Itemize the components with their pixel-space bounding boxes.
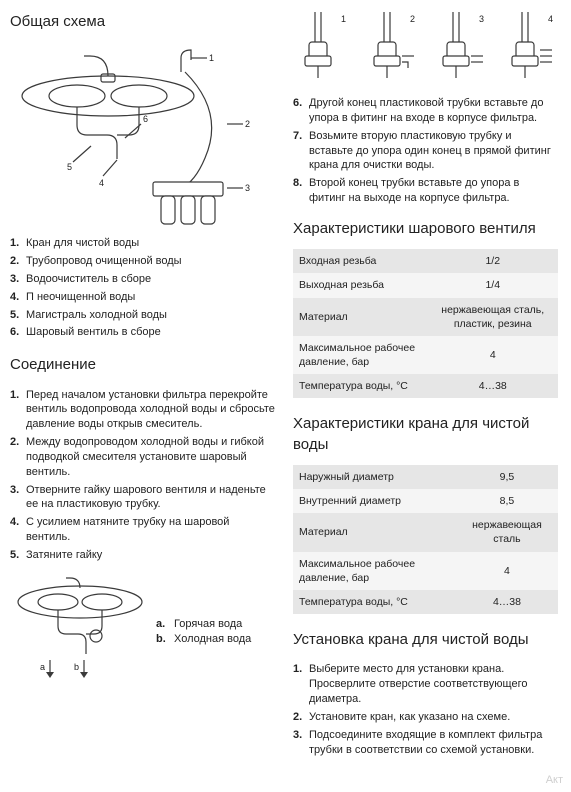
tube-num-1: 1 xyxy=(341,14,346,24)
legend-1: Кран для чистой воды xyxy=(26,236,275,251)
tt-r4c0: Температура воды, °C xyxy=(293,590,456,614)
callout-5: 5 xyxy=(67,162,72,172)
schema-legend: 1.Кран для чистой воды 2.Трубопровод очи… xyxy=(10,236,275,343)
vt-r4c1: 4…38 xyxy=(428,374,559,398)
sink-filter-diagram: 1 2 3 4 5 6 xyxy=(10,38,275,228)
legend-6: Шаровый вентиль в сборе xyxy=(26,325,275,340)
vt-r1c1: 1/4 xyxy=(428,273,559,297)
left-column: Общая схема xyxy=(10,12,275,780)
heading-schema: Общая схема xyxy=(10,12,275,32)
right-column: 1 2 3 4 6.Другой конец пластиковой трубк… xyxy=(293,12,558,780)
legend-4: П неочищенной воды xyxy=(26,290,275,305)
top-step-8: Второй конец трубки вставьте до упора в … xyxy=(309,176,558,206)
sink-ab-diagram: a b xyxy=(10,574,150,684)
vt-r1c0: Выходная резьба xyxy=(293,273,428,297)
vt-r0c1: 1/2 xyxy=(428,249,559,273)
callout-2: 2 xyxy=(245,119,250,129)
tt-r2c0: Материал xyxy=(293,513,456,551)
tt-r3c1: 4 xyxy=(456,552,558,590)
tt-r0c0: Наружный диаметр xyxy=(293,465,456,489)
watermark: Акт xyxy=(546,773,563,788)
vt-r2c1: нержавеющая сталь, пластик, резина xyxy=(428,298,559,336)
legend-3: Водоочиститель в сборе xyxy=(26,272,275,287)
vt-r3c0: Максимальное рабочее давление, бар xyxy=(293,336,428,374)
mark-a: a xyxy=(40,662,45,672)
callout-4: 4 xyxy=(99,178,104,188)
vt-r2c0: Материал xyxy=(293,298,428,336)
tube-num-4: 4 xyxy=(548,14,553,24)
mark-b: b xyxy=(74,662,79,672)
connect-steps: 1.Перед началом установки фильтра перекр… xyxy=(10,388,275,566)
vt-r4c0: Температура воды, °C xyxy=(293,374,428,398)
legend-2: Трубопровод очищенной воды xyxy=(26,254,275,269)
connect-step-5: Затяните гайку xyxy=(26,548,275,563)
heading-connect: Соединение xyxy=(10,355,275,375)
label-a: Горячая вода xyxy=(174,617,242,632)
tt-r4c1: 4…38 xyxy=(456,590,558,614)
top-steps: 6.Другой конец пластиковой трубки вставь… xyxy=(293,96,558,209)
vt-r0c0: Входная резьба xyxy=(293,249,428,273)
heading-valve: Характеристики шарового вентиля xyxy=(293,219,558,239)
tt-r2c1: нержавеющая сталь xyxy=(456,513,558,551)
tt-r1c0: Внутренний диаметр xyxy=(293,489,456,513)
tube-num-2: 2 xyxy=(410,14,415,24)
valve-table: Входная резьба1/2 Выходная резьба1/4 Мат… xyxy=(293,249,558,398)
heading-tap: Характеристики крана для чистой воды xyxy=(293,414,558,455)
connect-step-3: Отверните гайку шарового вентиля и наден… xyxy=(26,483,275,513)
tap-table: Наружный диаметр9,5 Внутренний диаметр8,… xyxy=(293,465,558,614)
tt-r1c1: 8,5 xyxy=(456,489,558,513)
tube-diagrams: 1 2 3 4 xyxy=(293,12,558,90)
install-step-2: Установите кран, как указано на схеме. xyxy=(309,710,558,725)
tt-r0c1: 9,5 xyxy=(456,465,558,489)
callout-6: 6 xyxy=(143,114,148,124)
heading-install: Установка крана для чистой воды xyxy=(293,630,558,650)
vt-r3c1: 4 xyxy=(428,336,559,374)
top-step-7: Возьмите вторую пластиковую трубку и вст… xyxy=(309,129,558,174)
tt-r3c0: Максимальное рабочее давление, бар xyxy=(293,552,456,590)
tube-num-3: 3 xyxy=(479,14,484,24)
connect-step-2: Между водопроводом холодной воды и гибко… xyxy=(26,435,275,480)
top-step-6: Другой конец пластиковой трубки вставьте… xyxy=(309,96,558,126)
install-step-1: Выберите место для установки крана. Прос… xyxy=(309,662,558,707)
install-step-3: Подсоедините входящие в комплект фильтра… xyxy=(309,728,558,758)
callout-3: 3 xyxy=(245,183,250,193)
callout-1: 1 xyxy=(209,53,214,63)
connect-step-4: С усилием натяните трубку на шаровой вен… xyxy=(26,515,275,545)
legend-5: Магистраль холодной воды xyxy=(26,308,275,323)
ab-labels: a.Горячая вода b.Холодная вода xyxy=(156,617,251,647)
label-b: Холодная вода xyxy=(174,632,251,647)
install-steps: 1.Выберите место для установки крана. Пр… xyxy=(293,662,558,760)
connect-step-1: Перед началом установки фильтра перекрой… xyxy=(26,388,275,433)
